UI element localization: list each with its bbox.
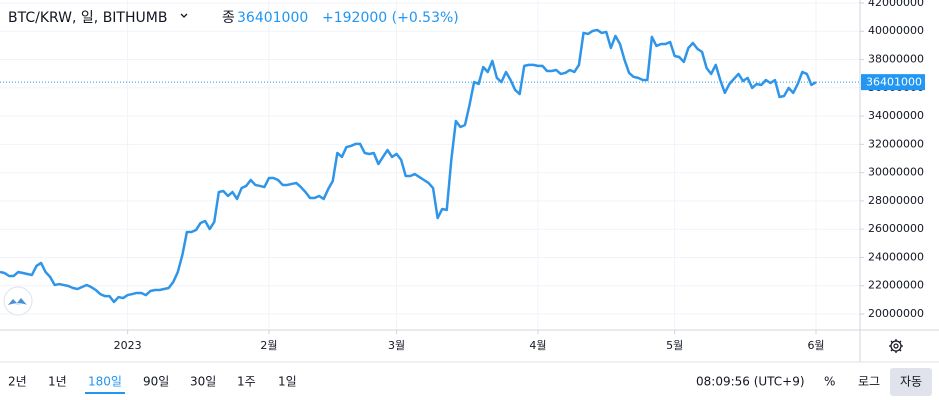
symbol-title[interactable]: BTC/KRW, 일, BITHUMB	[8, 10, 167, 26]
y-tick-label: 38000000	[868, 53, 924, 66]
x-tick-label: 6월	[807, 339, 824, 352]
range-button[interactable]: 1일	[278, 375, 297, 389]
chevron[interactable]	[180, 13, 188, 18]
x-tick-label: 2023	[114, 339, 142, 352]
x-tick-label: 4월	[529, 339, 546, 352]
y-tick-label: 26000000	[868, 222, 924, 235]
range-button[interactable]: 180일	[88, 375, 122, 389]
log-toggle[interactable]: 로그	[858, 375, 880, 389]
range-button[interactable]: 30일	[190, 375, 216, 389]
y-tick-label: 30000000	[868, 166, 924, 179]
y-tick-label: 34000000	[868, 109, 924, 122]
axes: 20000000 22000000 24000000 26000000 28000000…	[114, 0, 925, 352]
active-underline	[85, 392, 125, 394]
last-price-label: 36401000	[866, 76, 922, 89]
y-tick-label: 40000000	[868, 24, 924, 37]
y-tick-label: 22000000	[868, 279, 924, 292]
range-button[interactable]: 2년	[8, 375, 27, 389]
logo	[3, 286, 33, 316]
grid	[0, 0, 860, 330]
auto-bg	[890, 368, 932, 396]
auto-toggle[interactable]: 자동	[900, 375, 922, 389]
y-tick-label: 20000000	[868, 307, 924, 320]
time: 08:09:56 (UTC+9)	[696, 375, 805, 389]
range-button[interactable]: 90일	[143, 375, 169, 389]
y-tick-label: 42000000	[868, 0, 924, 9]
change: +192000 (+0.53%)	[322, 10, 459, 26]
toolbar: 2년 1년 180일 90일 30일 1주 1일	[8, 375, 297, 394]
x-tick-label: 2월	[260, 339, 277, 352]
percent-toggle[interactable]: %	[824, 375, 835, 389]
settings-icon[interactable]	[889, 339, 903, 353]
plot	[0, 28, 860, 304]
range-button[interactable]: 1주	[237, 375, 256, 389]
range-button[interactable]: 1년	[48, 375, 67, 389]
close-label: 종	[222, 10, 235, 26]
x-tick-label: 5월	[666, 339, 683, 352]
x-tick-label: 3월	[388, 339, 405, 352]
y-tick-label: 28000000	[868, 194, 924, 207]
y-tick-label: 24000000	[868, 250, 924, 263]
close-value: 36401000	[237, 10, 308, 26]
price-line	[0, 28, 817, 304]
last-price-box	[861, 74, 925, 91]
y-tick-label: 32000000	[868, 137, 924, 150]
